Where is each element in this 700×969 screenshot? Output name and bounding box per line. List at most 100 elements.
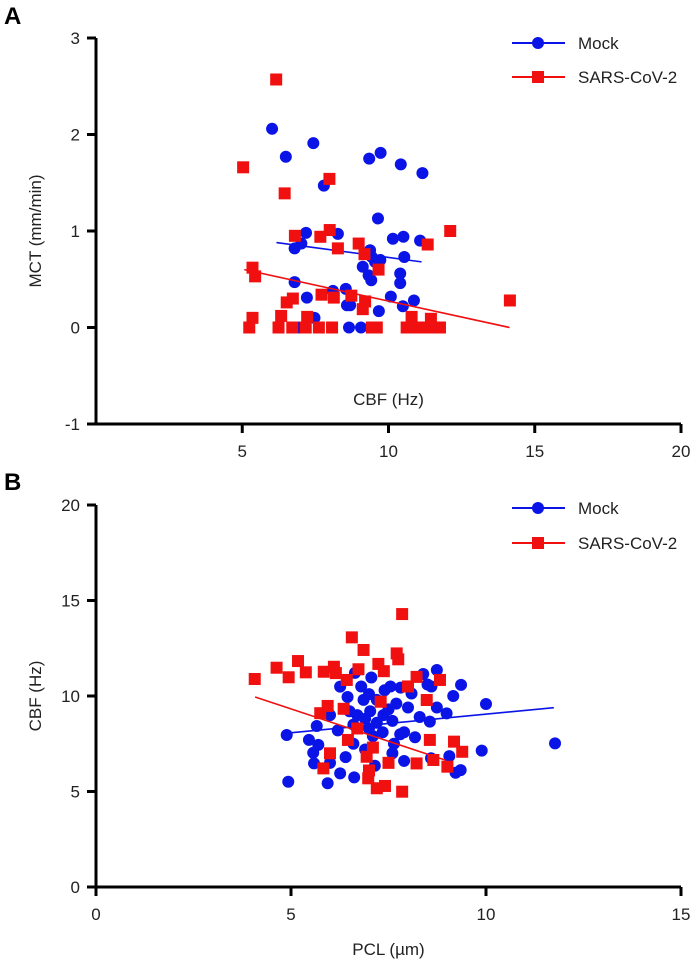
data-point xyxy=(394,277,407,290)
data-point xyxy=(365,671,378,684)
data-point xyxy=(317,762,330,775)
data-point xyxy=(307,137,320,150)
data-point xyxy=(286,321,299,334)
data-point xyxy=(480,698,492,711)
series-sars-cov-2 xyxy=(248,608,469,798)
data-point xyxy=(270,661,283,674)
data-point xyxy=(329,667,342,680)
regression-line xyxy=(291,706,554,734)
data-point xyxy=(363,688,375,701)
x-tick-label: 5 xyxy=(286,905,295,924)
data-point xyxy=(456,745,469,758)
data-point xyxy=(237,161,250,174)
data-point xyxy=(374,146,387,159)
data-point xyxy=(280,296,293,309)
data-point xyxy=(272,321,285,334)
data-point xyxy=(243,321,256,334)
data-point xyxy=(312,321,325,334)
data-point xyxy=(292,655,305,668)
data-point xyxy=(278,187,291,200)
data-point xyxy=(475,744,488,757)
data-point xyxy=(396,785,409,798)
legend-marker xyxy=(532,537,544,549)
data-point xyxy=(405,310,418,323)
data-point xyxy=(402,701,414,714)
panel-a: A -1 0 1 2 3 5 10 15 20 CBF (Hz) MCT (mm/min) Mock SA… xyxy=(4,3,690,461)
data-point xyxy=(444,225,457,237)
data-point xyxy=(355,321,368,334)
legend-label: SARS-CoV-2 xyxy=(578,68,677,87)
data-point xyxy=(302,733,315,746)
data-point xyxy=(392,653,405,666)
data-point xyxy=(340,673,353,686)
data-point xyxy=(394,728,407,741)
series-mock xyxy=(280,664,562,790)
data-point xyxy=(370,716,383,729)
data-point xyxy=(299,321,312,334)
data-point xyxy=(282,671,295,684)
data-point xyxy=(384,290,397,303)
data-point xyxy=(348,771,361,784)
regression-line xyxy=(276,241,422,263)
data-point xyxy=(327,291,340,304)
x-tick-label: 0 xyxy=(91,905,100,924)
data-point xyxy=(299,666,312,679)
legend-label: Mock xyxy=(578,499,619,518)
x-axis-label: PCL (µm) xyxy=(352,940,424,959)
data-point xyxy=(357,643,370,656)
data-point xyxy=(372,305,385,318)
data-point xyxy=(363,152,376,165)
data-point xyxy=(282,775,295,788)
data-point xyxy=(331,242,344,255)
data-point xyxy=(358,248,371,261)
data-point xyxy=(386,747,399,760)
data-point xyxy=(409,731,422,744)
data-point xyxy=(300,291,313,304)
data-point xyxy=(423,733,436,746)
y-tick-label: 20 xyxy=(61,496,80,515)
legend-label: Mock xyxy=(578,34,619,53)
data-point xyxy=(301,310,314,323)
data-point xyxy=(339,751,352,764)
legend-marker xyxy=(532,502,544,514)
data-point xyxy=(337,702,350,715)
data-point xyxy=(503,294,516,307)
data-point xyxy=(443,750,456,763)
data-point xyxy=(421,678,434,691)
data-point xyxy=(323,172,336,185)
data-point xyxy=(266,122,279,135)
data-point xyxy=(246,311,259,324)
data-point xyxy=(310,719,323,732)
y-tick-label: 10 xyxy=(61,687,80,706)
panel-b: B 0 5 10 15 20 0 5 10 15 PCL (µm) CBF (Hz) Mock SARS-… xyxy=(4,469,690,959)
data-point xyxy=(378,684,391,697)
data-point xyxy=(549,737,562,750)
data-point xyxy=(407,294,420,307)
data-point xyxy=(430,701,443,714)
data-point xyxy=(386,714,399,727)
data-point xyxy=(410,757,423,770)
data-point xyxy=(345,631,358,644)
data-point xyxy=(421,238,434,251)
y-tick-label: 1 xyxy=(71,222,80,241)
data-point xyxy=(300,226,313,239)
data-point xyxy=(352,237,365,250)
y-tick-label: 0 xyxy=(71,878,80,897)
data-point xyxy=(279,150,292,163)
data-point xyxy=(315,288,328,301)
data-point xyxy=(343,321,356,334)
legend-marker xyxy=(532,71,544,83)
data-point xyxy=(394,267,407,280)
data-point xyxy=(326,321,339,334)
y-tick-label: 2 xyxy=(71,126,80,145)
legend-marker xyxy=(532,37,544,49)
data-point xyxy=(308,757,321,770)
data-point xyxy=(398,251,411,264)
data-point xyxy=(363,764,375,777)
data-point xyxy=(371,212,384,225)
data-point xyxy=(440,707,453,720)
data-point xyxy=(314,230,327,243)
data-point xyxy=(410,670,423,683)
y-tick-label: 0 xyxy=(71,319,80,338)
